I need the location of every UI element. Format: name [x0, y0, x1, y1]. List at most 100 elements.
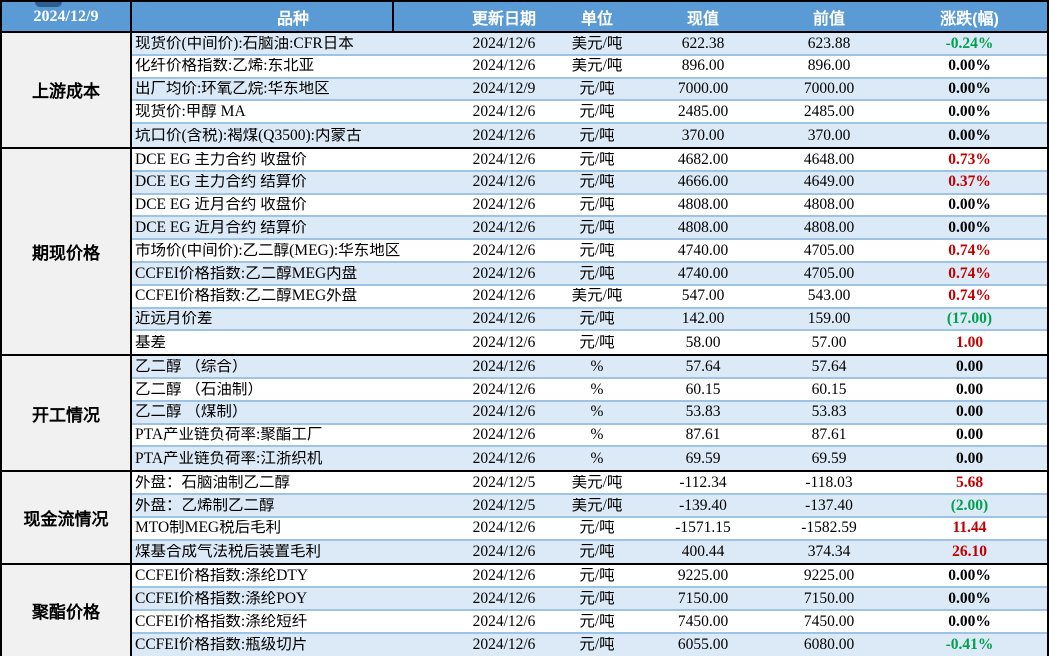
column-header-update-date: 更新日期: [471, 10, 536, 28]
table-row: 化纤价格指数:乙烯:东北亚 2024/12/6 美元/吨 896.00 896.00 0.…: [132, 55, 1047, 79]
unit-cell: 元/吨: [579, 81, 615, 97]
current-value-cell: 400.44: [681, 544, 725, 560]
unit-cell: 元/吨: [579, 127, 615, 144]
current-value-cell: 4808.00: [677, 220, 729, 236]
table-row: 基差 2024/12/6 元/吨 58.00 57.00 1.00: [132, 331, 1047, 355]
column-header-current: 现值: [686, 10, 719, 28]
current-value-cell: -139.40: [679, 497, 727, 514]
table-row: 乙二醇 （煤制） 2024/12/6% 53.83 53.83 0.00: [132, 401, 1047, 425]
previous-value-cell: -1582.59: [801, 520, 857, 536]
unit-cell: 元/吨: [579, 265, 615, 282]
previous-value-cell: 4648.00: [803, 151, 855, 168]
change-cell: 11.44: [952, 520, 987, 536]
product-cell: 化纤价格指数:乙烯:东北亚: [135, 58, 315, 74]
unit-cell: 元/吨: [579, 220, 615, 236]
section-rows: CCFEI价格指数:涤纶DTY 2024/12/6 元/吨 9225.00 9225.0…: [132, 565, 1047, 656]
update-date-cell: 2024/12/5: [472, 474, 536, 491]
table-row: 乙二醇 （石油制） 2024/12/6% 60.15 60.15 0.00: [132, 378, 1047, 402]
unit-cell: 元/吨: [579, 174, 615, 190]
current-value-cell: 547.00: [681, 288, 725, 304]
table-row: CCFEI价格指数:乙二醇MEG内盘 2024/12/6 元/吨 4740.00 470…: [132, 262, 1047, 286]
product-cell: 乙二醇 （石油制）: [135, 381, 263, 398]
section: 上游成本 现货价(中间价):石脑油:CFR日本 2024/12/6 美元/吨 622.3…: [2, 33, 1047, 147]
column-header-previous: 前值: [812, 10, 845, 28]
table-row: CCFEI价格指数:涤纶DTY 2024/12/6 元/吨 9225.00 9225.0…: [132, 565, 1047, 589]
update-date-cell: 2024/12/6: [472, 220, 536, 236]
product-cell: PTA产业链负荷率:江浙织机: [135, 450, 323, 467]
update-date-cell: 2024/12/6: [472, 544, 536, 560]
product-cell: 坑口价(含税):褐煤(Q3500):内蒙古: [135, 127, 362, 144]
unit-cell: 元/吨: [579, 544, 615, 560]
section-rows: 现货价(中间价):石脑油:CFR日本 2024/12/6 美元/吨 622.38 623…: [132, 33, 1047, 147]
change-cell: 26.10: [952, 544, 987, 560]
unit-cell: 元/吨: [579, 335, 615, 351]
product-cell: 外盘：乙烯制乙二醇: [135, 497, 275, 514]
product-cell: DCE EG 主力合约 结算价: [135, 174, 307, 190]
table-row: 煤基合成气法税后装置毛利 2024/12/6 元/吨 400.44 374.34 26.1…: [132, 540, 1047, 564]
previous-value-cell: 57.64: [811, 358, 847, 375]
previous-value-cell: 9225.00: [803, 567, 855, 584]
product-cell: DCE EG 近月合约 收盘价: [135, 197, 307, 213]
update-date-cell: 2024/12/6: [472, 567, 536, 584]
previous-value-cell: 7450.00: [803, 613, 855, 630]
previous-value-cell: 370.00: [807, 127, 851, 144]
table-row: DCE EG 近月合约 结算价 2024/12/6 元/吨 4808.00 4808.0…: [132, 217, 1047, 241]
change-cell: -0.24%: [945, 35, 994, 52]
unit-cell: 元/吨: [579, 197, 615, 213]
current-value-cell: 2485.00: [677, 104, 729, 120]
change-cell: 0.00%: [948, 58, 991, 74]
product-cell: PTA产业链负荷率:聚酯工厂: [135, 427, 323, 443]
current-value-cell: 4682.00: [677, 151, 729, 168]
unit-cell: 元/吨: [579, 590, 615, 607]
previous-value-cell: 69.59: [811, 450, 847, 467]
current-value-cell: 57.64: [685, 358, 721, 375]
update-date-cell: 2024/12/6: [472, 427, 536, 443]
previous-value-cell: 87.61: [811, 427, 847, 443]
current-value-cell: 896.00: [681, 58, 725, 74]
unit-cell: 元/吨: [579, 104, 615, 120]
previous-value-cell: 896.00: [807, 58, 851, 74]
section: 现金流情况 外盘：石脑油制乙二醇 2024/12/5 美元/吨 -112.34 -118.…: [2, 470, 1047, 564]
current-value-cell: 622.38: [681, 35, 725, 52]
product-cell: 出厂均价:环氧乙烷:华东地区: [135, 81, 330, 97]
section-label: 开工情况: [2, 356, 132, 471]
change-cell: 0.00: [955, 427, 984, 443]
product-cell: CCFEI价格指数:乙二醇MEG内盘: [135, 265, 358, 282]
column-header-product: 品种: [276, 10, 309, 28]
section: 聚酯价格 CCFEI价格指数:涤纶DTY 2024/12/6 元/吨 9225.00 92…: [2, 563, 1047, 656]
change-cell: 5.68: [955, 474, 984, 491]
current-value-cell: 9225.00: [677, 567, 729, 584]
section-label: 聚酯价格: [2, 565, 132, 656]
update-date-cell: 2024/12/6: [472, 174, 536, 190]
column-header-unit: 单位: [580, 10, 613, 28]
change-cell: 0.00: [955, 381, 984, 398]
column-header-change: 涨跌(幅): [940, 10, 999, 28]
unit-cell: 元/吨: [579, 613, 615, 630]
change-cell: 0.00%: [948, 613, 991, 630]
section-label: 现金流情况: [2, 472, 132, 564]
current-value-cell: 4740.00: [677, 242, 729, 259]
table-row: CCFEI价格指数:涤纶短纤 2024/12/6 元/吨 7450.00 7450.00…: [132, 610, 1047, 634]
product-cell: CCFEI价格指数:乙二醇MEG外盘: [135, 288, 358, 304]
update-date-cell: 2024/12/6: [472, 265, 536, 282]
current-value-cell: 7000.00: [677, 81, 729, 97]
unit-cell: %: [590, 450, 604, 467]
update-date-cell: 2024/12/6: [472, 450, 536, 467]
current-value-cell: 7150.00: [677, 590, 729, 607]
update-date-cell: 2024/12/6: [472, 127, 536, 144]
current-value-cell: 53.83: [685, 404, 721, 420]
change-cell: 0.00: [955, 404, 984, 420]
unit-cell: %: [590, 404, 604, 420]
update-date-cell: 2024/12/6: [472, 58, 536, 74]
unit-cell: 元/吨: [579, 311, 615, 327]
update-date-cell: 2024/12/6: [472, 335, 536, 351]
product-cell: 市场价(中间价):乙二醇(MEG):华东地区: [135, 242, 401, 259]
unit-cell: %: [590, 358, 604, 375]
table-row: DCE EG 主力合约 收盘价 2024/12/6 元/吨 4682.00 4648.0…: [132, 148, 1047, 172]
change-cell: 0.73%: [948, 151, 991, 168]
table-row: 市场价(中间价):乙二醇(MEG):华东地区 2024/12/6 元/吨 4740.0…: [132, 240, 1047, 263]
change-cell: 0.37%: [948, 174, 991, 190]
previous-value-cell: 7150.00: [803, 590, 855, 607]
change-cell: 0.00%: [948, 197, 991, 213]
